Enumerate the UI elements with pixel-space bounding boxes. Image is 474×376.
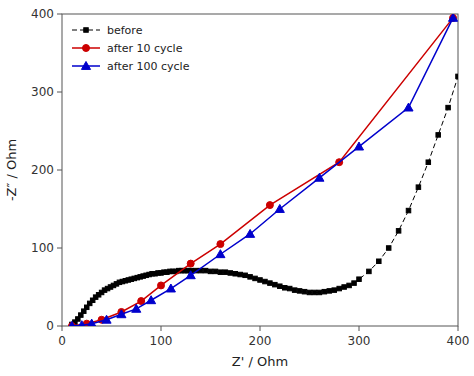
data-point [147, 296, 156, 304]
data-point [217, 241, 224, 248]
data-point [186, 271, 195, 279]
data-point [166, 284, 175, 292]
data-point [275, 204, 284, 212]
y-tick [57, 14, 62, 15]
y-tick-label: 0 [46, 319, 54, 333]
x-tick-label: 0 [58, 334, 66, 348]
y-tick-label: 400 [31, 7, 54, 21]
data-point [406, 208, 411, 213]
data-point [187, 260, 194, 267]
data-point [243, 273, 248, 278]
data-point [302, 289, 307, 294]
data-point [266, 202, 273, 209]
y-tick [57, 92, 62, 93]
data-point [246, 229, 255, 237]
y-tick [57, 248, 62, 249]
x-tick [359, 326, 360, 331]
data-point [233, 271, 238, 276]
series-line [72, 18, 453, 326]
y-tick [57, 170, 62, 171]
background [0, 0, 474, 376]
data-point [292, 288, 297, 293]
data-point [357, 277, 362, 282]
data-point [297, 289, 302, 294]
data-point [283, 286, 288, 291]
data-point [273, 282, 278, 287]
legend-swatch [81, 61, 90, 69]
x-tick-label: 300 [348, 334, 371, 348]
y-tick-label: 100 [31, 241, 54, 255]
legend-label: before [107, 24, 143, 37]
data-point [158, 282, 165, 289]
data-point [216, 250, 225, 258]
data-point [87, 319, 96, 326]
data-point [253, 276, 257, 281]
plot-area [67, 14, 458, 326]
data-point [132, 304, 141, 312]
data-point [449, 14, 458, 21]
data-point [263, 279, 268, 284]
data-point [223, 270, 228, 275]
x-tick [62, 326, 63, 331]
y-axis-label: -Z″ / Ohm [4, 139, 19, 201]
data-point [352, 281, 357, 286]
data-point [396, 229, 401, 234]
data-point [426, 160, 431, 165]
x-tick [260, 326, 261, 331]
data-point [208, 269, 213, 274]
legend: before after 10 cycle after 100 cycle [72, 24, 190, 73]
data-point [327, 289, 332, 294]
data-point [102, 315, 111, 323]
data-point [287, 286, 292, 291]
y-tick-label: 300 [31, 85, 54, 99]
data-point [436, 133, 441, 138]
data-point [354, 142, 363, 150]
x-tick-label: 400 [447, 334, 470, 348]
data-point [317, 290, 322, 295]
x-tick-label: 200 [249, 334, 272, 348]
data-point [203, 268, 208, 273]
data-point [377, 259, 382, 264]
data-point [218, 270, 223, 275]
data-point [117, 310, 126, 318]
chart: 0 100 200 300 400 0 100 200 300 400 Z' / Ohm -Z″ / … [0, 0, 474, 376]
data-point [138, 298, 145, 305]
plot-frame [62, 14, 458, 326]
data-point [322, 289, 327, 294]
data-point [367, 269, 372, 274]
y-tick-label: 200 [31, 163, 54, 177]
data-point [278, 284, 283, 289]
data-point [213, 269, 218, 274]
data-point [248, 275, 253, 280]
legend-swatch [84, 28, 89, 33]
data-point [347, 283, 352, 288]
x-tick [161, 326, 162, 331]
x-tick [458, 326, 459, 331]
data-point [307, 290, 312, 295]
series-line [72, 18, 453, 326]
y-tick [57, 326, 62, 327]
data-point [404, 103, 413, 111]
legend-swatch [83, 45, 90, 52]
data-point [386, 246, 391, 251]
data-point [342, 285, 347, 290]
data-point [228, 271, 233, 276]
data-point [312, 290, 317, 295]
legend-label: after 100 cycle [107, 60, 190, 73]
x-tick-label: 100 [150, 334, 173, 348]
data-point [456, 74, 458, 79]
data-point [416, 185, 421, 190]
data-point [446, 105, 451, 110]
data-point [258, 278, 263, 283]
data-point [268, 281, 273, 286]
data-point [67, 321, 76, 326]
legend-label: after 10 cycle [107, 42, 183, 55]
data-point [77, 321, 86, 326]
data-point [238, 272, 243, 277]
data-point [337, 286, 342, 291]
x-axis-label: Z' / Ohm [232, 354, 288, 369]
data-point [332, 288, 337, 293]
data-point [315, 173, 324, 181]
